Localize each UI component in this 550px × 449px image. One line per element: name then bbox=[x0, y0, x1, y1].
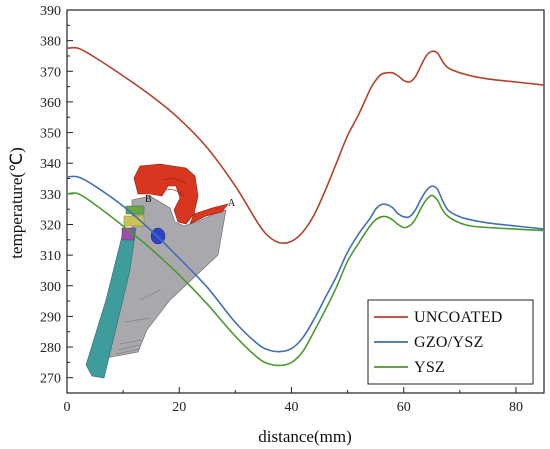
legend: UNCOATED GZO/YSZ YSZ bbox=[367, 299, 534, 385]
legend-label-gzo-ysz: GZO/YSZ bbox=[414, 334, 484, 351]
y-tick-label: 380 bbox=[40, 35, 61, 50]
ring-groove-green bbox=[125, 205, 145, 215]
y-tick-label: 320 bbox=[40, 218, 61, 233]
y-tick-label: 360 bbox=[40, 96, 61, 111]
x-tick-label: 40 bbox=[284, 400, 298, 415]
y-tick-label: 390 bbox=[40, 4, 61, 19]
y-tick-label: 310 bbox=[40, 249, 61, 264]
y-tick-label: 280 bbox=[40, 341, 61, 356]
y-tick-label: 330 bbox=[40, 188, 61, 203]
series-lines bbox=[66, 46, 545, 367]
annotation-label-b: B bbox=[145, 194, 152, 205]
y-tick-label: 270 bbox=[40, 372, 61, 387]
x-tick-label: 60 bbox=[397, 400, 411, 415]
series-line-gzo-ysz bbox=[66, 175, 545, 353]
piston-crown-edge bbox=[189, 203, 229, 225]
series-line-uncoated bbox=[66, 46, 545, 244]
y-tick-label: 340 bbox=[40, 157, 61, 172]
x-tick-label: 80 bbox=[509, 400, 523, 415]
y-tick-label: 300 bbox=[40, 280, 61, 295]
piston-crown-coating bbox=[133, 163, 199, 225]
axis-tick-labels: 0 20 40 60 80 270 280 290 300 310 320 330 340 350 360 3… bbox=[40, 4, 523, 415]
axis-ticks bbox=[66, 9, 517, 393]
piston-inset-illustration: B A bbox=[85, 163, 236, 379]
legend-label-ysz: YSZ bbox=[414, 359, 445, 376]
y-axis-title: temperature(℃) bbox=[7, 147, 26, 259]
y-tick-label: 290 bbox=[40, 310, 61, 325]
y-tick-label: 350 bbox=[40, 127, 61, 142]
x-tick-label: 0 bbox=[64, 400, 71, 415]
x-tick-label: 20 bbox=[172, 400, 186, 415]
series-line-ysz bbox=[66, 192, 545, 367]
piston-skirt-teal bbox=[85, 227, 137, 379]
legend-label-uncoated: UNCOATED bbox=[414, 309, 503, 326]
annotation-label-a: A bbox=[228, 198, 236, 209]
x-axis-title: distance(mm) bbox=[258, 427, 351, 446]
y-tick-label: 370 bbox=[40, 65, 61, 80]
